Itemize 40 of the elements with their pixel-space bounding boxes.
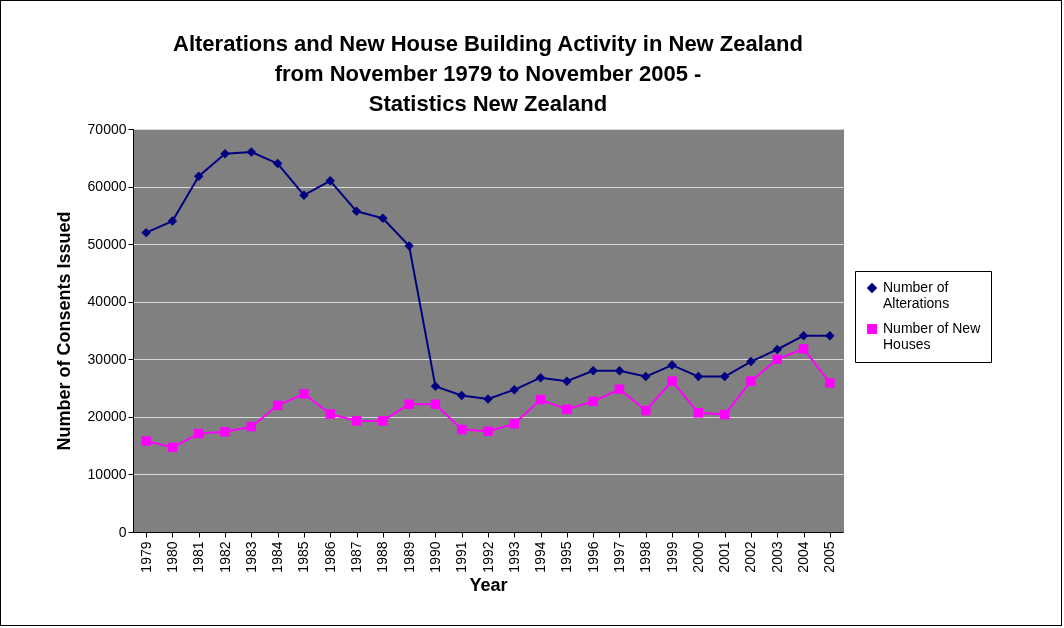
legend-label: Number of Alterations — [883, 279, 950, 311]
y-tick-label: 10000 — [87, 465, 127, 482]
x-tick-label: 1988 — [374, 541, 391, 573]
x-tick-label: 1987 — [348, 541, 365, 573]
x-tick-label: 1983 — [242, 541, 259, 573]
y-tick-label: 70000 — [87, 120, 127, 137]
y-tick-label: 50000 — [87, 235, 127, 252]
x-tick-label: 1984 — [269, 541, 286, 573]
x-axis-title: Year — [469, 574, 508, 595]
y-tick-label: 30000 — [87, 350, 127, 367]
x-tick-label: 2004 — [795, 541, 812, 573]
x-tick-label: 1997 — [610, 541, 627, 573]
x-tick-label: 1991 — [453, 541, 470, 573]
x-tick-label: 1981 — [190, 541, 207, 573]
x-tick-label: 2005 — [821, 541, 838, 573]
x-tick-label: 1989 — [400, 541, 417, 573]
x-tick-label: 1985 — [295, 541, 312, 573]
x-tick-label: 1992 — [479, 541, 496, 573]
y-tick-label: 0 — [118, 523, 127, 540]
x-tick-label: 1994 — [532, 541, 549, 573]
x-tick-label: 1998 — [637, 541, 654, 573]
x-tick-label: 1982 — [216, 541, 233, 573]
x-tick-label: 1980 — [163, 541, 180, 573]
x-tick-label: 2002 — [742, 541, 759, 573]
x-tick-label: 1999 — [663, 541, 680, 573]
x-tick-label: 1996 — [584, 541, 601, 573]
x-tick-label: 2000 — [689, 541, 706, 573]
y-axis-title: Number of Consents Issued — [53, 211, 74, 451]
x-tick-label: 1979 — [137, 541, 154, 573]
legend-label: Number of New Houses — [883, 320, 982, 352]
y-tick-label: 60000 — [87, 178, 127, 195]
x-tick-label: 2003 — [768, 541, 785, 573]
x-tick-label: 1995 — [558, 541, 575, 573]
chart-title: Alterations and New House Building Activity in New Zealand from November 1979 to November 2005 - Statistics New Zealand — [173, 31, 803, 116]
x-tick-label: 1990 — [426, 541, 443, 573]
x-tick-label: 1993 — [505, 541, 522, 573]
x-tick-label: 1986 — [321, 541, 338, 573]
y-tick-label: 20000 — [87, 408, 127, 425]
y-tick-label: 40000 — [87, 293, 127, 310]
x-tick-label: 2001 — [716, 541, 733, 573]
